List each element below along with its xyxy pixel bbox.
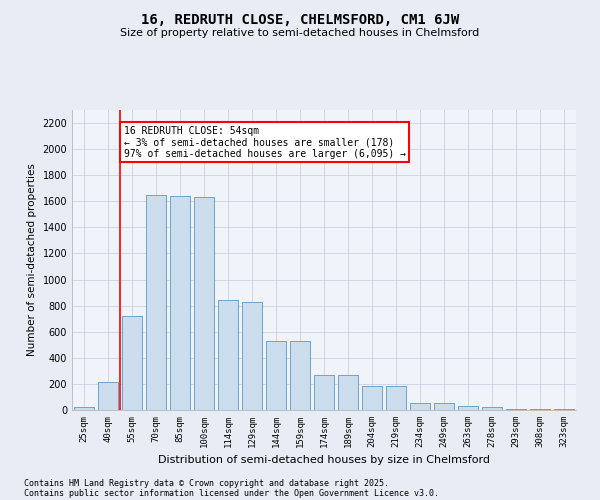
Bar — [410, 404, 430, 410]
Bar — [122, 316, 142, 410]
Bar — [338, 376, 358, 410]
Bar — [482, 406, 502, 410]
Text: Size of property relative to semi-detached houses in Chelmsford: Size of property relative to semi-detach… — [121, 28, 479, 38]
Bar — [530, 409, 550, 410]
Bar — [314, 376, 334, 410]
X-axis label: Distribution of semi-detached houses by size in Chelmsford: Distribution of semi-detached houses by … — [158, 456, 490, 466]
Bar — [218, 300, 238, 410]
Bar — [506, 408, 526, 410]
Text: 16 REDRUTH CLOSE: 54sqm
← 3% of semi-detached houses are smaller (178)
97% of se: 16 REDRUTH CLOSE: 54sqm ← 3% of semi-det… — [124, 126, 406, 159]
Bar — [434, 404, 454, 410]
Bar — [170, 196, 190, 410]
Y-axis label: Number of semi-detached properties: Number of semi-detached properties — [27, 164, 37, 356]
Bar — [194, 198, 214, 410]
Bar — [266, 341, 286, 410]
Text: Contains public sector information licensed under the Open Government Licence v3: Contains public sector information licen… — [24, 488, 439, 498]
Bar — [386, 386, 406, 410]
Bar — [362, 386, 382, 410]
Bar — [74, 406, 94, 410]
Bar — [458, 406, 478, 410]
Bar — [242, 302, 262, 410]
Bar — [98, 382, 118, 410]
Bar — [290, 341, 310, 410]
Bar — [146, 195, 166, 410]
Text: 16, REDRUTH CLOSE, CHELMSFORD, CM1 6JW: 16, REDRUTH CLOSE, CHELMSFORD, CM1 6JW — [141, 12, 459, 26]
Text: Contains HM Land Registry data © Crown copyright and database right 2025.: Contains HM Land Registry data © Crown c… — [24, 478, 389, 488]
